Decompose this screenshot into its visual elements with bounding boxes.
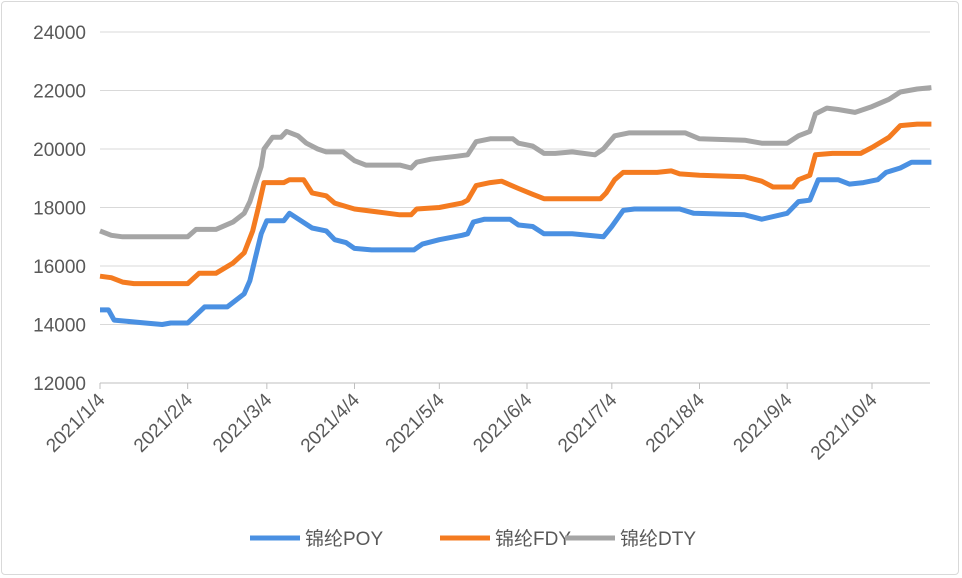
series-line-2 — [99, 121, 932, 287]
x-tick-label: 2021/2/4 — [130, 389, 197, 456]
y-tick-label: 22000 — [33, 82, 86, 103]
y-tick-label: 18000 — [33, 199, 86, 220]
x-tick-label: 2021/9/4 — [730, 389, 797, 456]
x-tick-label: 2021/4/4 — [297, 389, 364, 456]
legend-label: 锦纶FDY — [495, 528, 571, 550]
x-tick-label: 2021/3/4 — [209, 389, 276, 456]
x-tick-label: 2021/5/4 — [382, 389, 449, 456]
x-tick-label: 2021/1/4 — [42, 389, 109, 456]
y-tick-label: 14000 — [33, 316, 86, 337]
x-tick-label: 2021/7/4 — [554, 389, 621, 456]
x-tick-label: 2021/8/4 — [642, 389, 709, 456]
x-tick-label: 2021/6/4 — [469, 389, 536, 456]
y-tick-label: 16000 — [33, 257, 86, 278]
y-tick-label: 12000 — [33, 374, 86, 395]
legend-label: 锦纶POY — [305, 528, 383, 550]
y-tick-label: 24000 — [33, 23, 86, 44]
x-tick-label: 2021/10/4 — [807, 389, 882, 464]
series-line-1 — [100, 159, 932, 327]
series-line-3 — [99, 85, 932, 240]
y-tick-label: 20000 — [33, 140, 86, 161]
legend-label: 锦纶DTY — [620, 528, 696, 550]
